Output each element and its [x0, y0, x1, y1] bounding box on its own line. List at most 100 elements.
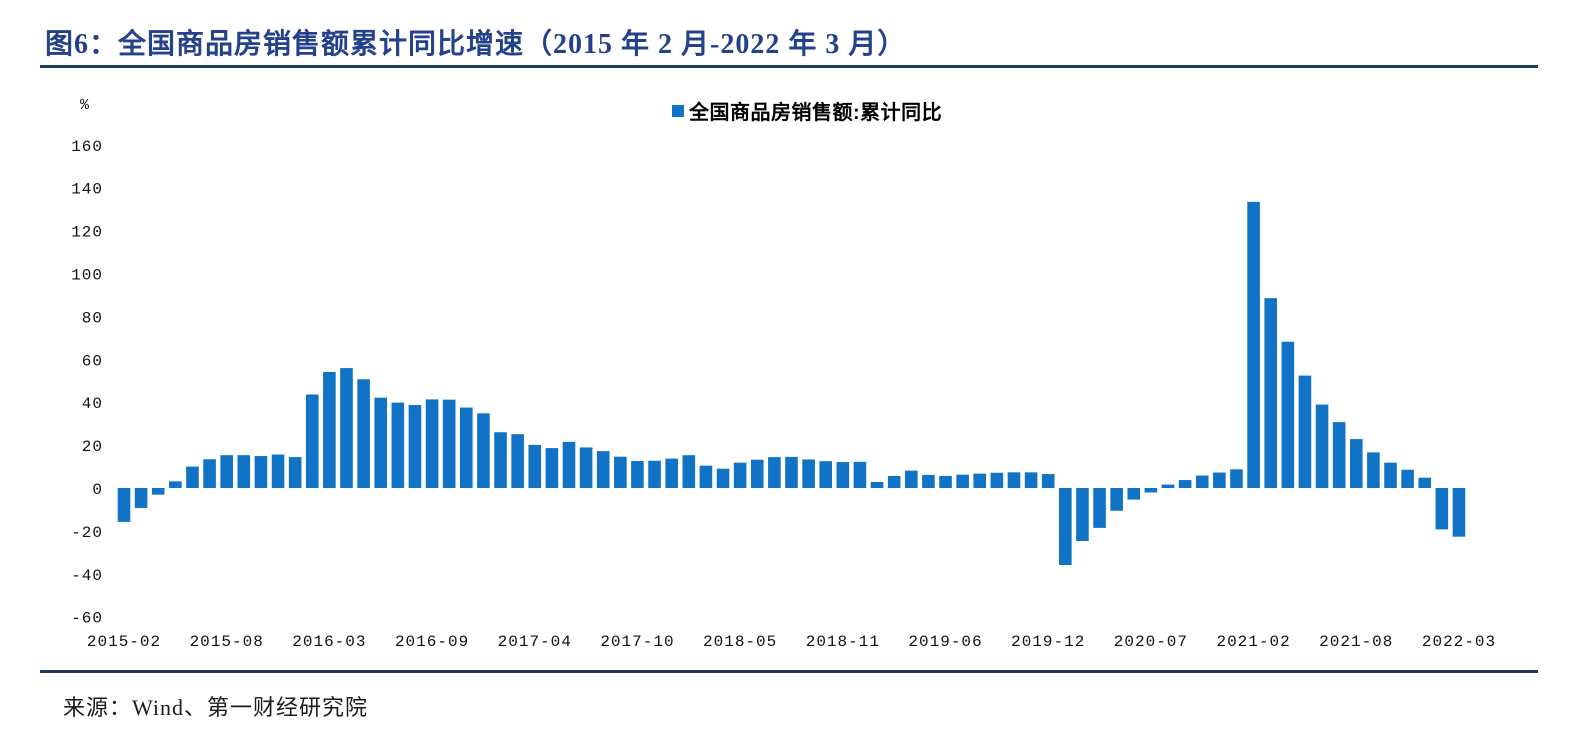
- bar: [1093, 488, 1106, 528]
- bar: [220, 455, 233, 488]
- legend-marker-icon: [672, 104, 684, 117]
- y-tick-label: -60: [71, 610, 103, 628]
- y-tick-label: 60: [82, 352, 103, 370]
- y-tick-label: 100: [71, 267, 103, 285]
- bar: [956, 474, 969, 488]
- bar: [904, 470, 918, 488]
- bar: [186, 466, 199, 488]
- bar: [408, 404, 422, 488]
- bar: [716, 468, 730, 488]
- bar: [169, 481, 182, 488]
- bar: [562, 441, 576, 488]
- bar: [1452, 488, 1466, 537]
- bar: [460, 407, 473, 488]
- bar: [117, 488, 131, 522]
- y-tick-label: 120: [71, 224, 103, 242]
- bar: [939, 475, 952, 488]
- bar: [1178, 480, 1192, 488]
- y-tick-label: 140: [71, 181, 103, 199]
- figure-title: 图6：全国商品房销售额累计同比增速（2015 年 2 月-2022 年 3 月）: [45, 29, 907, 60]
- bar: [134, 488, 148, 508]
- source-text: 来源：Wind、第一财经研究院: [63, 695, 368, 720]
- bar: [1332, 422, 1346, 488]
- legend: 全国商品房销售额:累计同比: [672, 96, 942, 125]
- y-tick-label: -20: [71, 524, 103, 542]
- bar: [1059, 488, 1072, 566]
- bar: [1213, 472, 1226, 488]
- bar: [374, 397, 388, 488]
- x-tick-label: 2020-07: [1114, 633, 1188, 651]
- y-tick-label: 0: [92, 481, 103, 499]
- title-divider: [40, 65, 1538, 68]
- bar-chart-plot: 160 140 120 100 80 60 40 20 0 -20 -40 -60 2015-02 201…: [71, 138, 1496, 651]
- y-tick-label: 20: [82, 438, 103, 456]
- bar: [699, 465, 713, 488]
- x-tick-label: 2015-02: [87, 633, 161, 651]
- bar: [494, 432, 507, 488]
- bar: [151, 488, 165, 495]
- x-tick-label: 2021-02: [1216, 633, 1290, 651]
- bar: [254, 456, 268, 488]
- bar: [836, 462, 850, 488]
- bar: [1247, 201, 1260, 489]
- legend-label: 全国商品房销售额:累计同比: [689, 102, 943, 124]
- x-tick-label: 2017-10: [600, 633, 674, 651]
- y-axis-unit-label: %: [80, 97, 90, 114]
- bar: [1298, 375, 1312, 488]
- bar: [614, 456, 627, 488]
- bar: [631, 460, 644, 488]
- bar: [1076, 488, 1089, 541]
- bar: [1401, 469, 1414, 488]
- bar: [477, 413, 490, 488]
- bar: [853, 461, 867, 488]
- bar: [750, 459, 764, 488]
- bar: [511, 434, 524, 488]
- bar: [442, 399, 456, 488]
- bar: [990, 472, 1004, 488]
- bar: [323, 371, 336, 488]
- bar: [357, 379, 370, 488]
- bar: [203, 459, 216, 488]
- bar: [545, 448, 559, 488]
- bar: [1384, 462, 1397, 488]
- bar: [1161, 484, 1175, 488]
- bar: [887, 475, 901, 488]
- y-tick-label: 40: [82, 395, 103, 413]
- bar: [579, 447, 593, 488]
- bar: [648, 460, 661, 488]
- bar: [340, 368, 353, 488]
- bar: [870, 481, 884, 488]
- bar: [768, 457, 781, 488]
- y-tick-label: -40: [71, 567, 103, 585]
- bar: [733, 462, 747, 488]
- x-tick-label: 2016-09: [395, 633, 469, 651]
- y-tick-label: 160: [71, 138, 103, 156]
- bar: [237, 455, 251, 488]
- bar: [528, 444, 542, 488]
- bar: [802, 459, 815, 488]
- bar: [1281, 341, 1295, 488]
- bar: [682, 455, 696, 488]
- x-tick-label: 2017-04: [498, 633, 572, 651]
- bar: [785, 456, 798, 488]
- x-tick-label: 2016-03: [292, 633, 366, 651]
- x-tick-label: 2021-08: [1319, 633, 1393, 651]
- bar: [1264, 298, 1277, 488]
- bar: [1041, 474, 1055, 488]
- bar: [596, 451, 610, 488]
- bar: [271, 454, 285, 488]
- x-tick-label: 2022-03: [1422, 633, 1496, 651]
- x-tick-label: 2018-11: [806, 633, 880, 651]
- bar: [305, 394, 319, 488]
- bar: [1195, 475, 1209, 488]
- bar: [1007, 472, 1021, 488]
- bar: [1418, 477, 1432, 488]
- footer-divider: [40, 670, 1538, 673]
- bar: [973, 473, 987, 488]
- bar: [1315, 404, 1329, 488]
- y-tick-label: 80: [82, 309, 103, 327]
- x-tick-label: 2018-05: [703, 633, 777, 651]
- bar: [425, 399, 439, 488]
- bar: [1230, 469, 1243, 488]
- bar: [288, 457, 302, 488]
